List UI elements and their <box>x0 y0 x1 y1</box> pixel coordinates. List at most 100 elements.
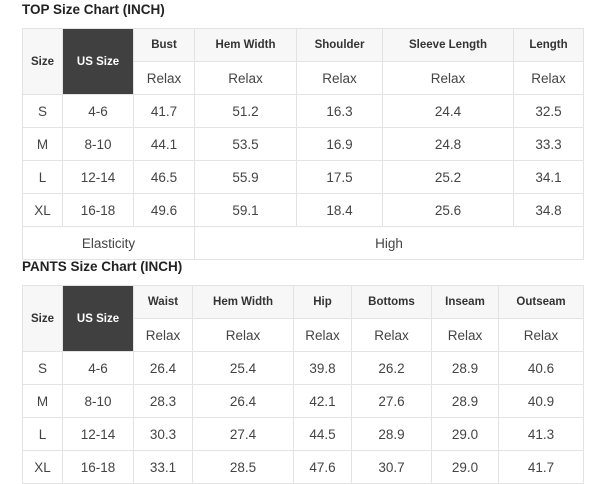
measurement-cell: 32.5 <box>513 94 584 128</box>
measurement-cell: 26.4 <box>133 351 193 385</box>
fit-cell: Relax <box>513 61 584 95</box>
fit-cell: Relax <box>194 61 297 95</box>
measurement-cell: 34.8 <box>513 193 584 227</box>
top-size-chart-title: TOP Size Chart (INCH) <box>22 2 165 17</box>
table-row: M 8-10 28.3 26.4 42.1 27.6 28.9 40.9 <box>22 384 584 418</box>
measurement-cell: 41.7 <box>133 94 195 128</box>
measurement-cell: 40.6 <box>498 351 584 385</box>
measurement-cell: 53.5 <box>194 127 297 161</box>
size-cell: L <box>22 160 63 194</box>
fit-cell: Relax <box>192 318 294 352</box>
fit-cell: Relax <box>296 61 383 95</box>
measurement-cell: 17.5 <box>296 160 383 194</box>
pants-size-chart-title: PANTS Size Chart (INCH) <box>22 259 183 274</box>
column-header: Bust <box>133 28 195 62</box>
us-size-cell: 4-6 <box>62 351 134 385</box>
us-size-cell: 8-10 <box>62 127 134 161</box>
us-size-cell: 4-6 <box>62 94 134 128</box>
measurement-cell: 33.1 <box>133 450 193 484</box>
measurement-cell: 16.3 <box>296 94 383 128</box>
size-cell: L <box>22 417 63 451</box>
measurement-cell: 29.0 <box>431 417 499 451</box>
measurement-cell: 28.9 <box>351 417 432 451</box>
table-row: S 4-6 41.7 51.2 16.3 24.4 32.5 <box>22 94 584 128</box>
measurement-cell: 41.7 <box>498 450 584 484</box>
measurement-cell: 44.5 <box>293 417 352 451</box>
elasticity-row: Elasticity High <box>22 226 584 260</box>
size-cell: M <box>22 127 63 161</box>
pants-size-table: Size US Size Waist Hem Width Hip Bottoms Insea… <box>22 285 584 484</box>
size-cell: S <box>22 351 63 385</box>
header-row: Size US Size Waist Hem Width Hip Bottoms Insea… <box>22 285 584 352</box>
measurement-cell: 24.4 <box>382 94 514 128</box>
us-size-cell: 12-14 <box>62 417 134 451</box>
us-size-cell: 16-18 <box>62 450 134 484</box>
measurement-cell: 46.5 <box>133 160 195 194</box>
measurement-cell: 42.1 <box>293 384 352 418</box>
measurement-cell: 26.2 <box>351 351 432 385</box>
fit-cell: Relax <box>498 318 584 352</box>
size-header: Size <box>22 285 63 352</box>
column-header: Shoulder <box>296 28 383 62</box>
elasticity-value: High <box>194 226 584 260</box>
top-size-table: Size US Size Bust Hem Width Shoulder Sleeve L… <box>22 28 584 260</box>
fit-cell: Relax <box>293 318 352 352</box>
measurement-cell: 25.2 <box>382 160 514 194</box>
table-row: S 4-6 26.4 25.4 39.8 26.2 28.9 40.6 <box>22 351 584 385</box>
us-size-cell: 8-10 <box>62 384 134 418</box>
measurement-cell: 34.1 <box>513 160 584 194</box>
measurement-cell: 29.0 <box>431 450 499 484</box>
measurement-cell: 30.7 <box>351 450 432 484</box>
table-row: L 12-14 30.3 27.4 44.5 28.9 29.0 41.3 <box>22 417 584 451</box>
measurement-cell: 47.6 <box>293 450 352 484</box>
us-size-header: US Size <box>62 28 134 95</box>
fit-cell: Relax <box>431 318 499 352</box>
measurement-cell: 33.3 <box>513 127 584 161</box>
header-row: Size US Size Bust Hem Width Shoulder Sleeve L… <box>22 28 584 95</box>
measurement-cell: 51.2 <box>194 94 297 128</box>
size-header: Size <box>22 28 63 95</box>
column-header: Waist <box>133 285 193 319</box>
measurement-cell: 16.9 <box>296 127 383 161</box>
size-cell: XL <box>22 450 63 484</box>
measurement-cell: 25.6 <box>382 193 514 227</box>
table-row: M 8-10 44.1 53.5 16.9 24.8 33.3 <box>22 127 584 161</box>
measurement-cell: 18.4 <box>296 193 383 227</box>
table-row: XL 16-18 33.1 28.5 47.6 30.7 29.0 41.7 <box>22 450 584 484</box>
us-size-header: US Size <box>62 285 134 352</box>
column-header: Length <box>513 28 584 62</box>
measurement-cell: 39.8 <box>293 351 352 385</box>
measurement-cell: 59.1 <box>194 193 297 227</box>
measurement-cell: 55.9 <box>194 160 297 194</box>
size-cell: S <box>22 94 63 128</box>
measurement-cell: 41.3 <box>498 417 584 451</box>
measurement-cell: 28.3 <box>133 384 193 418</box>
size-cell: XL <box>22 193 63 227</box>
size-cell: M <box>22 384 63 418</box>
measurement-cell: 44.1 <box>133 127 195 161</box>
column-header: Hem Width <box>192 285 294 319</box>
column-header: Outseam <box>498 285 584 319</box>
elasticity-label: Elasticity <box>22 226 195 260</box>
column-header: Sleeve Length <box>382 28 514 62</box>
us-size-cell: 12-14 <box>62 160 134 194</box>
measurement-cell: 49.6 <box>133 193 195 227</box>
measurement-cell: 30.3 <box>133 417 193 451</box>
measurement-cell: 28.9 <box>431 384 499 418</box>
measurement-cell: 28.9 <box>431 351 499 385</box>
measurement-cell: 25.4 <box>192 351 294 385</box>
fit-cell: Relax <box>133 61 195 95</box>
fit-row: Relax Relax Relax Relax Relax Relax <box>23 318 584 352</box>
column-header: Inseam <box>431 285 499 319</box>
measurement-cell: 27.4 <box>192 417 294 451</box>
table-row: L 12-14 46.5 55.9 17.5 25.2 34.1 <box>22 160 584 194</box>
column-header: Hip <box>293 285 352 319</box>
table-row: XL 16-18 49.6 59.1 18.4 25.6 34.8 <box>22 193 584 227</box>
fit-cell: Relax <box>133 318 193 352</box>
measurement-cell: 24.8 <box>382 127 514 161</box>
measurement-cell: 40.9 <box>498 384 584 418</box>
column-header: Hem Width <box>194 28 297 62</box>
measurement-cell: 27.6 <box>351 384 432 418</box>
column-header: Bottoms <box>351 285 432 319</box>
fit-row: Relax Relax Relax Relax Relax <box>23 61 584 95</box>
